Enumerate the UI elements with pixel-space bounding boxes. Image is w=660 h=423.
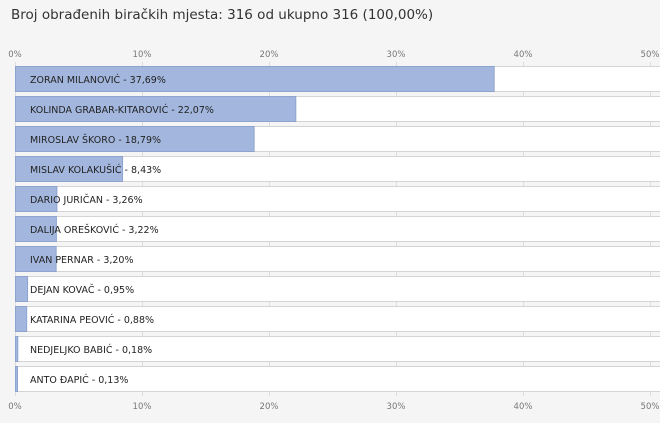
- x-tick-label-top: 0%: [8, 50, 22, 60]
- bar-label: MIROSLAV ŠKORO - 18,79%: [30, 134, 161, 146]
- x-tick-label-top: 50%: [641, 50, 660, 60]
- bar: [15, 306, 28, 332]
- x-tick-label-bottom: 0%: [8, 402, 22, 412]
- bar: [15, 276, 29, 302]
- bar: [15, 156, 124, 182]
- x-tick-label-bottom: 30%: [387, 402, 406, 412]
- row-background: [15, 246, 660, 272]
- bar: [15, 366, 18, 392]
- bar-label: ZORAN MILANOVIĆ - 37,69%: [30, 74, 166, 86]
- x-tick-label-bottom: 20%: [260, 402, 279, 412]
- bar-label: KOLINDA GRABAR-KITAROVIĆ - 22,07%: [30, 104, 214, 116]
- bar: [15, 246, 57, 272]
- row-background: [15, 216, 660, 242]
- x-tick-label-bottom: 40%: [514, 402, 533, 412]
- bar-label: DALIJA OREŠKOVIĆ - 3,22%: [30, 224, 159, 236]
- bar-label: DARIO JURIČAN - 3,26%: [30, 194, 143, 206]
- x-tick-label-top: 30%: [387, 50, 406, 60]
- x-tick-label-bottom: 50%: [641, 402, 660, 412]
- bar: [15, 186, 58, 212]
- bar-label: DEJAN KOVAČ - 0,95%: [30, 284, 134, 296]
- bar-label: IVAN PERNAR - 3,20%: [30, 255, 134, 266]
- x-tick-label-top: 10%: [133, 50, 152, 60]
- bar: [15, 126, 255, 152]
- row-background: [15, 366, 660, 392]
- bar: [15, 66, 495, 92]
- bar: [15, 336, 19, 362]
- bar: [15, 216, 57, 242]
- row-background: [15, 186, 660, 212]
- bar: [15, 96, 297, 122]
- x-tick-label-bottom: 10%: [133, 402, 152, 412]
- row-background: [15, 306, 660, 332]
- x-tick-label-top: 20%: [260, 50, 279, 60]
- x-tick-label-top: 40%: [514, 50, 533, 60]
- bar-label: ANTO ĐAPIĆ - 0,13%: [30, 374, 128, 386]
- bar-label: NEDJELJKO BABIĆ - 0,18%: [30, 344, 152, 356]
- page-title: Broj obrađenih biračkih mjesta: 316 od u…: [11, 7, 434, 23]
- bar-label: KATARINA PEOVIĆ - 0,88%: [30, 314, 154, 326]
- bar-label: MISLAV KOLAKUŠIĆ - 8,43%: [30, 164, 161, 176]
